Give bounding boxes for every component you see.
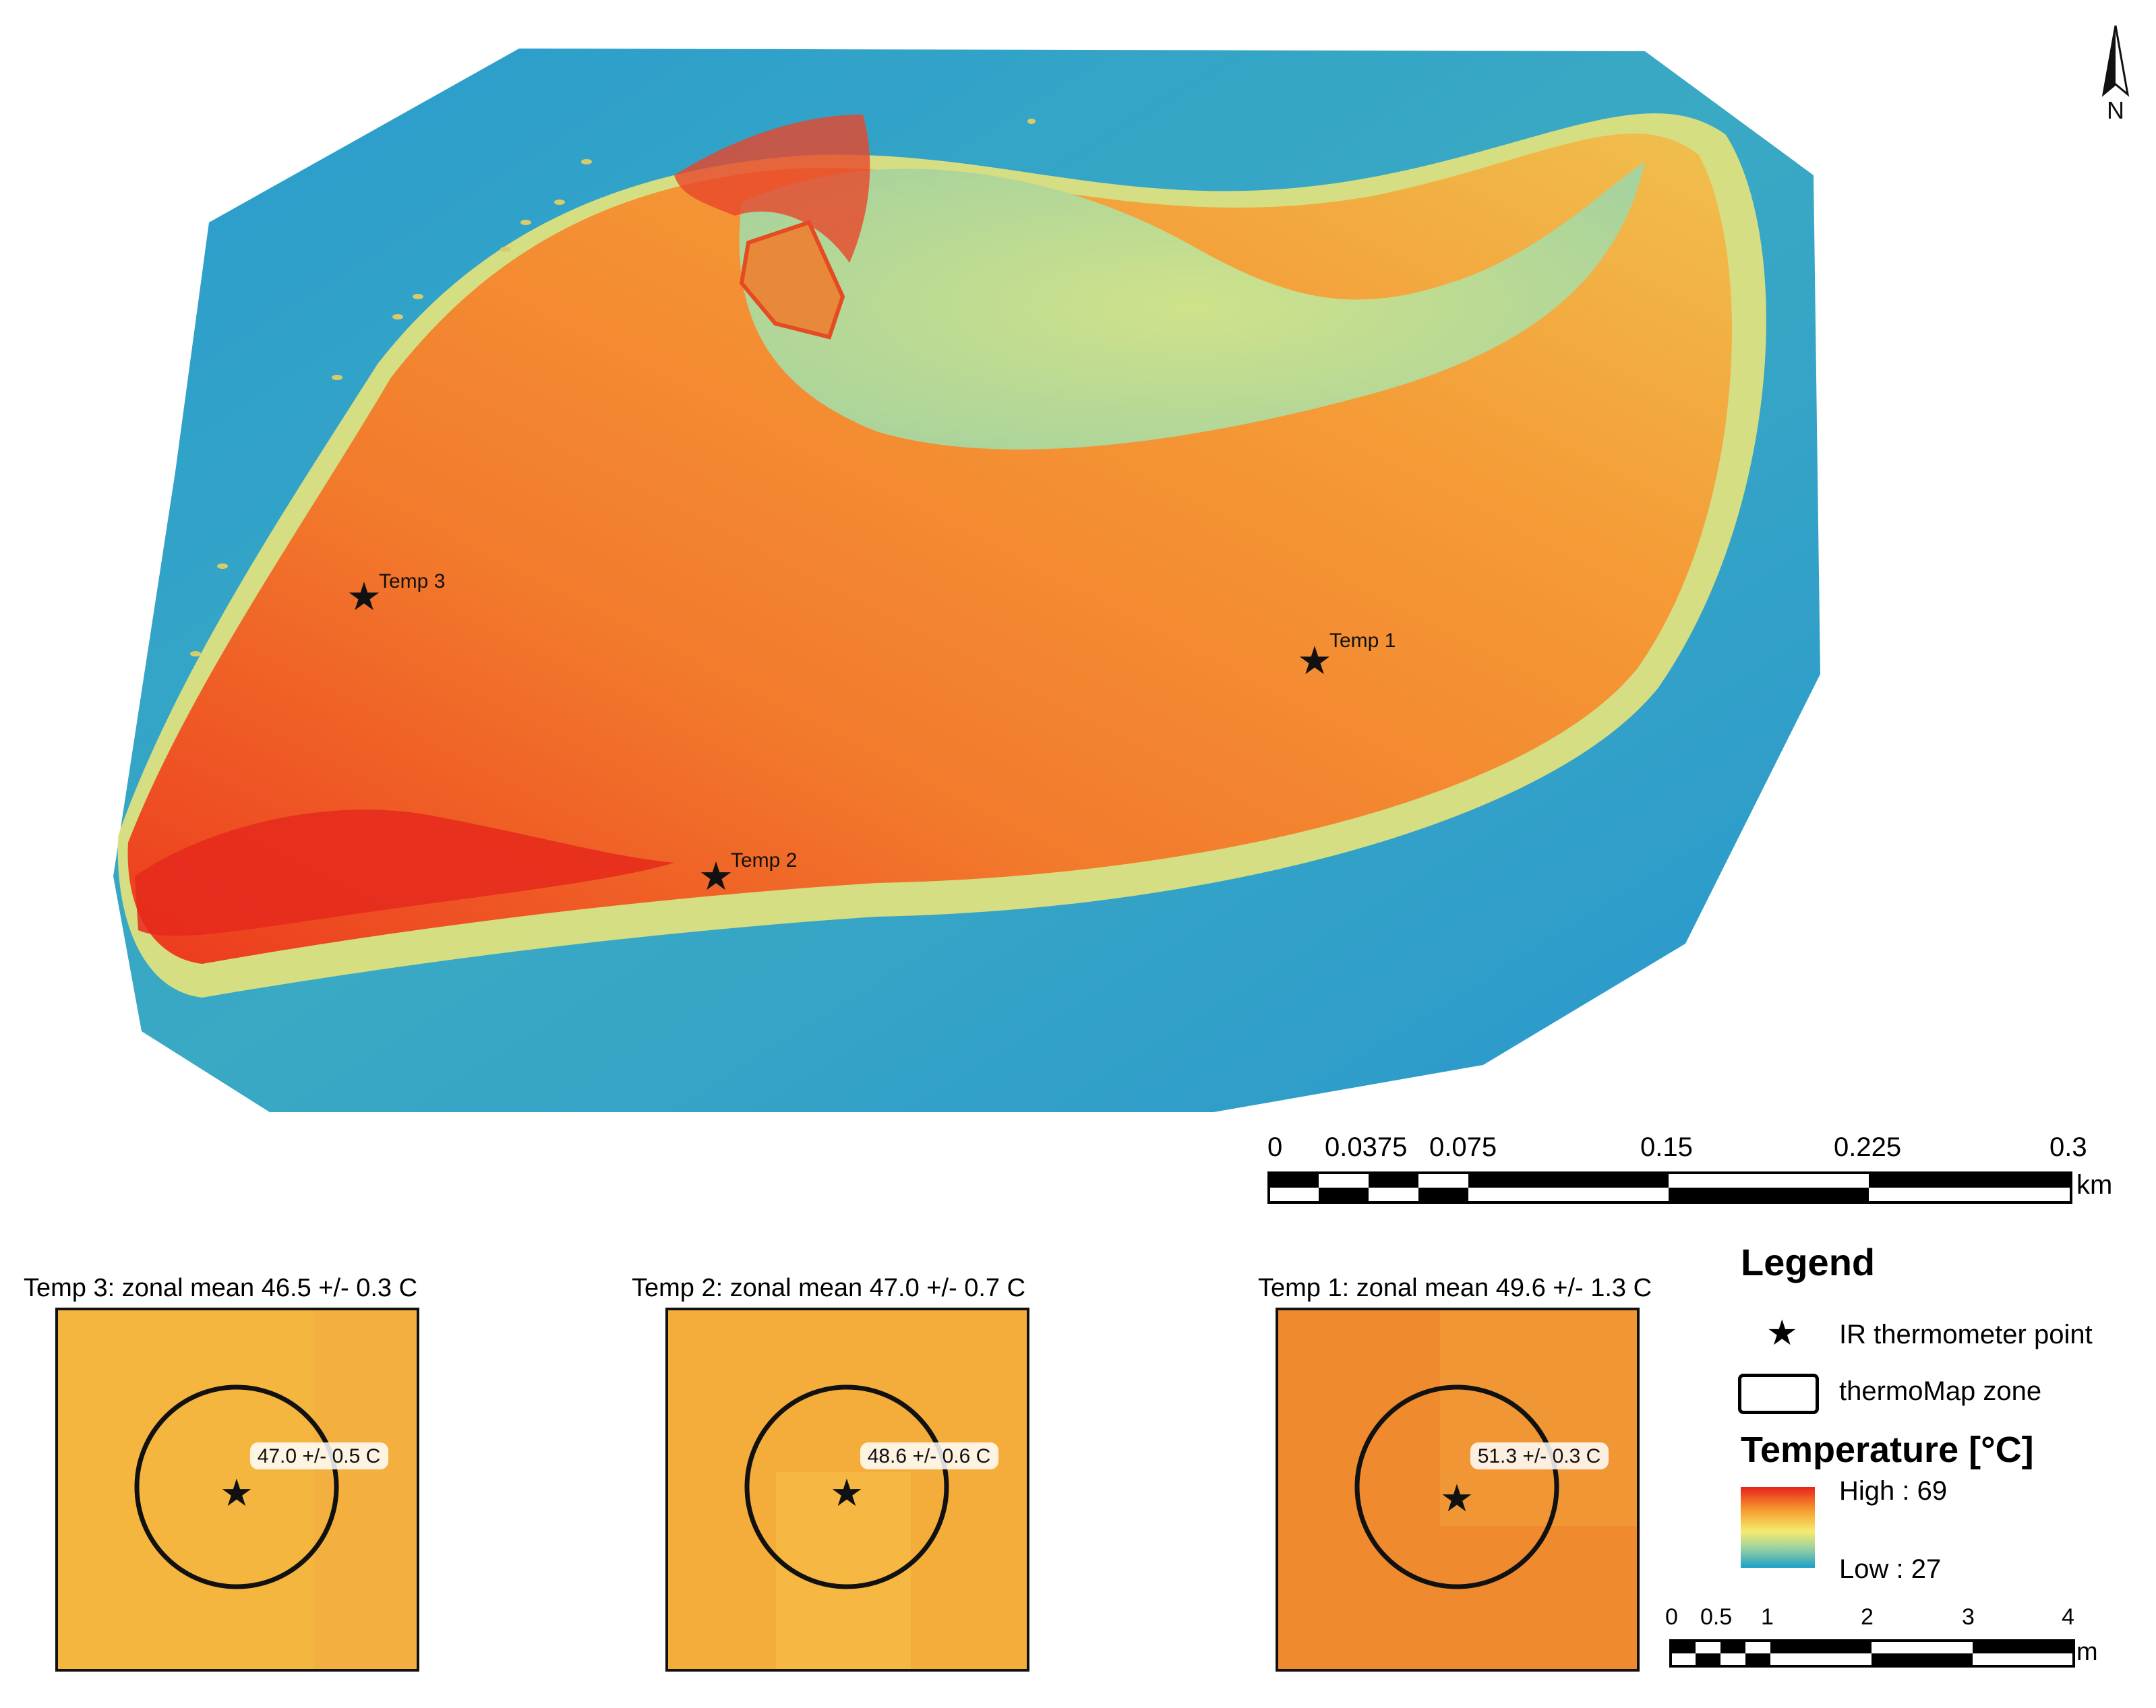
svg-text:Temp 2: Temp 2 bbox=[731, 849, 797, 872]
inset-title-temp1: Temp 1: zonal mean 49.6 +/- 1.3 C bbox=[1258, 1274, 1652, 1302]
inset-title-temp2: Temp 2: zonal mean 47.0 +/- 0.7 C bbox=[632, 1274, 1026, 1302]
inset-point-value: 48.6 +/- 0.6 C bbox=[868, 1445, 991, 1467]
legend-item-ir-point: IR thermometer point bbox=[1839, 1320, 2093, 1349]
main-scale-bar: 0 0.0375 0.075 0.15 0.225 0.3 km bbox=[1267, 1132, 2144, 1207]
temp2-point: ★ Temp 2 bbox=[698, 849, 797, 898]
north-arrow: N bbox=[2101, 25, 2130, 124]
inset-title-temp3: Temp 3: zonal mean 46.5 +/- 0.3 C bbox=[24, 1274, 418, 1302]
inset-point-value: 47.0 +/- 0.5 C bbox=[258, 1445, 381, 1467]
svg-text:Temp 1: Temp 1 bbox=[1329, 630, 1396, 652]
scale-tick: 1 bbox=[1761, 1604, 1774, 1630]
svg-text:N: N bbox=[2107, 96, 2124, 124]
hot-zone bbox=[135, 810, 674, 936]
temperature-ramp-title: Temperature [°C] bbox=[1741, 1430, 2034, 1470]
star-icon: ★ bbox=[1766, 1314, 1798, 1353]
scale-tick: 3 bbox=[1962, 1604, 1975, 1630]
temp3-point: ★ Temp 3 bbox=[347, 570, 445, 619]
scale-unit: m bbox=[2076, 1638, 2098, 1666]
lagoon bbox=[739, 162, 1645, 450]
scale-tick: 0.075 bbox=[1429, 1132, 1497, 1162]
star-icon: ★ bbox=[830, 1471, 864, 1514]
zone-outline-icon bbox=[1738, 1374, 1819, 1414]
thermal-map: ★ Temp 3 ★ Temp 2 ★ Temp 1 N bbox=[113, 25, 2130, 1112]
scale-tick: 0.3 bbox=[2049, 1132, 2087, 1162]
inset-point-value: 51.3 +/- 0.3 C bbox=[1478, 1445, 1601, 1467]
scale-tick: 0.225 bbox=[1834, 1132, 1902, 1162]
scale-tick: 0.15 bbox=[1640, 1132, 1693, 1162]
scale-tick: 0.0375 bbox=[1325, 1132, 1408, 1162]
star-icon: ★ bbox=[698, 855, 733, 898]
star-icon: ★ bbox=[347, 575, 382, 619]
temp1-point: ★ Temp 1 bbox=[1297, 630, 1396, 683]
scale-tick: 0 bbox=[1665, 1604, 1678, 1630]
inset-scale-bar: 0 0.5 1 2 3 4 m bbox=[1665, 1604, 2151, 1678]
star-icon: ★ bbox=[1440, 1477, 1474, 1519]
islets bbox=[190, 119, 1036, 657]
scale-tick: 4 bbox=[2062, 1604, 2074, 1630]
legend-item-zone: thermoMap zone bbox=[1839, 1376, 2042, 1406]
inset-temp3: ★ 47.0 +/- 0.5 C bbox=[55, 1308, 419, 1672]
star-icon: ★ bbox=[1297, 639, 1332, 683]
north-spit bbox=[674, 115, 870, 263]
ramp-high-label: High : 69 bbox=[1839, 1476, 1948, 1506]
legend-title: Legend bbox=[1741, 1241, 1876, 1283]
temperature-ramp bbox=[1741, 1487, 1815, 1568]
star-icon: ★ bbox=[220, 1471, 253, 1514]
scale-tick: 0.5 bbox=[1700, 1604, 1733, 1630]
ramp-low-label: Low : 27 bbox=[1839, 1554, 1942, 1584]
scale-tick: 2 bbox=[1861, 1604, 1874, 1630]
scale-unit: km bbox=[2076, 1170, 2113, 1200]
scale-tick: 0 bbox=[1267, 1132, 1283, 1162]
inset-temp1: ★ 51.3 +/- 0.3 C bbox=[1276, 1308, 1640, 1672]
svg-text:Temp 3: Temp 3 bbox=[379, 570, 445, 592]
inset-temp2: ★ 48.6 +/- 0.6 C bbox=[665, 1308, 1029, 1672]
